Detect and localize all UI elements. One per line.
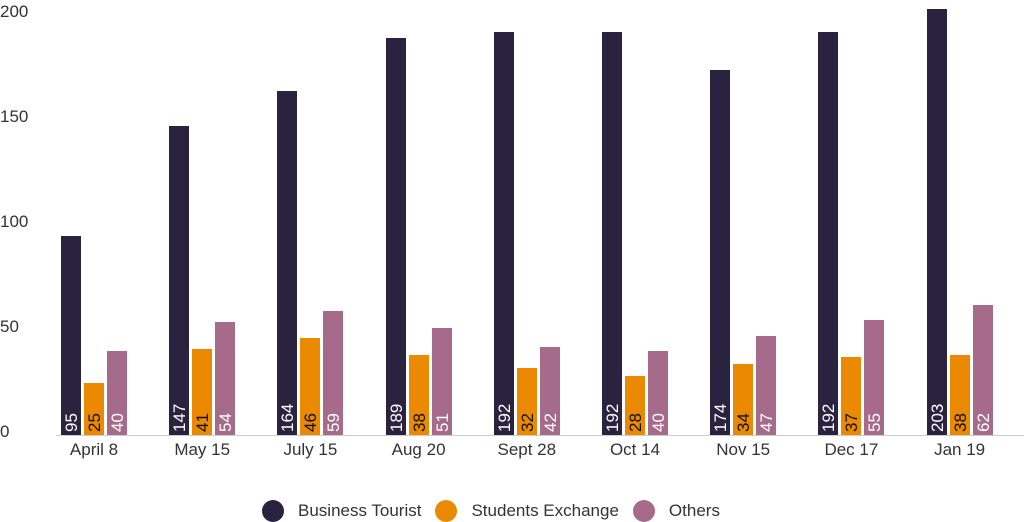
- bar-students-exchange: 25: [84, 382, 104, 435]
- bar-value-label: 34: [734, 413, 754, 432]
- bar-others: 40: [107, 351, 127, 435]
- bar-business-tourist: 192: [493, 31, 514, 435]
- bar-others: 55: [864, 319, 885, 435]
- bar-students-exchange: 46: [300, 338, 321, 435]
- x-tick-label: Oct 14: [609, 440, 661, 459]
- bar-students-exchange: 38: [408, 355, 429, 435]
- bar-value-label: 95: [62, 413, 81, 432]
- bar-business-tourist: 203: [926, 8, 947, 435]
- bar-value-label: 28: [626, 413, 645, 432]
- x-axis-baseline: [56, 435, 1024, 436]
- legend-swatch-icon: [435, 500, 458, 522]
- bar-value-label: 147: [170, 403, 190, 432]
- bar-others: 59: [323, 311, 344, 435]
- bar-value-label: 25: [85, 413, 104, 432]
- bar-value-label: 40: [108, 413, 127, 432]
- bar-business-tourist: 192: [602, 31, 622, 435]
- bar-others: 40: [648, 351, 668, 435]
- y-tick-label: 50: [0, 317, 19, 336]
- bar-students-exchange: 28: [625, 376, 645, 435]
- bar-value-label: 203: [927, 403, 947, 432]
- bar-value-label: 38: [950, 413, 970, 432]
- bar-students-exchange: 41: [192, 348, 213, 435]
- bar-students-exchange: 32: [516, 367, 537, 435]
- bar-value-label: 164: [278, 403, 298, 432]
- bar-students-exchange: 37: [841, 357, 862, 435]
- bar-value-label: 192: [819, 403, 839, 432]
- bar-value-label: 189: [386, 403, 406, 432]
- bar-value-label: 192: [494, 403, 514, 432]
- bar-others: 42: [539, 346, 560, 435]
- bar-value-label: 38: [409, 413, 429, 432]
- x-tick-label: Sept 28: [497, 440, 557, 459]
- x-tick-label: Dec 17: [824, 440, 879, 459]
- legend-label: Others: [668, 501, 720, 520]
- x-tick-label: July 15: [283, 440, 338, 459]
- bar-value-label: 51: [432, 413, 452, 432]
- bar-business-tourist: 189: [385, 38, 406, 435]
- y-tick-label: 200: [0, 2, 29, 21]
- legend-item-others: Others: [632, 500, 720, 522]
- legend-label: Students Exchange: [471, 501, 619, 520]
- bar-others: 51: [431, 327, 452, 435]
- legend-item-business-tourist: Business Tourist: [262, 500, 421, 522]
- bar-business-tourist: 95: [61, 235, 81, 435]
- bar-others: 62: [972, 304, 993, 435]
- bar-value-label: 41: [193, 413, 213, 432]
- legend: Business Tourist Students Exchange Other…: [262, 500, 720, 522]
- bar-value-label: 40: [649, 413, 668, 432]
- x-tick-label: Nov 15: [716, 440, 771, 459]
- legend-label: Business Tourist: [298, 501, 422, 520]
- bar-business-tourist: 164: [277, 90, 298, 435]
- y-tick-label: 0: [0, 422, 10, 441]
- bar-value-label: 47: [757, 413, 777, 432]
- bar-value-label: 46: [301, 413, 321, 432]
- bar-value-label: 37: [842, 413, 862, 432]
- bar-value-label: 42: [540, 413, 560, 432]
- bar-others: 47: [756, 336, 777, 435]
- bar-students-exchange: 34: [733, 363, 754, 435]
- bar-value-label: 192: [603, 403, 622, 432]
- bar-value-label: 62: [973, 413, 993, 432]
- legend-item-students-exchange: Students Exchange: [435, 500, 619, 522]
- x-tick-label: Aug 20: [391, 440, 446, 459]
- bar-value-label: 55: [865, 413, 885, 432]
- x-tick-label: April 8: [69, 440, 119, 459]
- bar-value-label: 174: [711, 403, 731, 432]
- x-tick-label: Jan 19: [934, 440, 986, 459]
- y-tick-label: 100: [0, 212, 29, 231]
- bar-others: 54: [215, 321, 236, 435]
- legend-swatch-icon: [262, 500, 284, 522]
- bar-value-label: 32: [517, 413, 537, 432]
- x-tick-label: May 15: [174, 440, 231, 459]
- bar-value-label: 59: [324, 413, 344, 432]
- bar-business-tourist: 147: [169, 126, 190, 435]
- bar-students-exchange: 38: [949, 355, 970, 435]
- bar-value-label: 54: [216, 413, 236, 432]
- bar-business-tourist: 174: [710, 69, 731, 435]
- y-tick-label: 150: [0, 107, 29, 126]
- bar-business-tourist: 192: [818, 31, 839, 435]
- legend-swatch-icon: [632, 500, 655, 522]
